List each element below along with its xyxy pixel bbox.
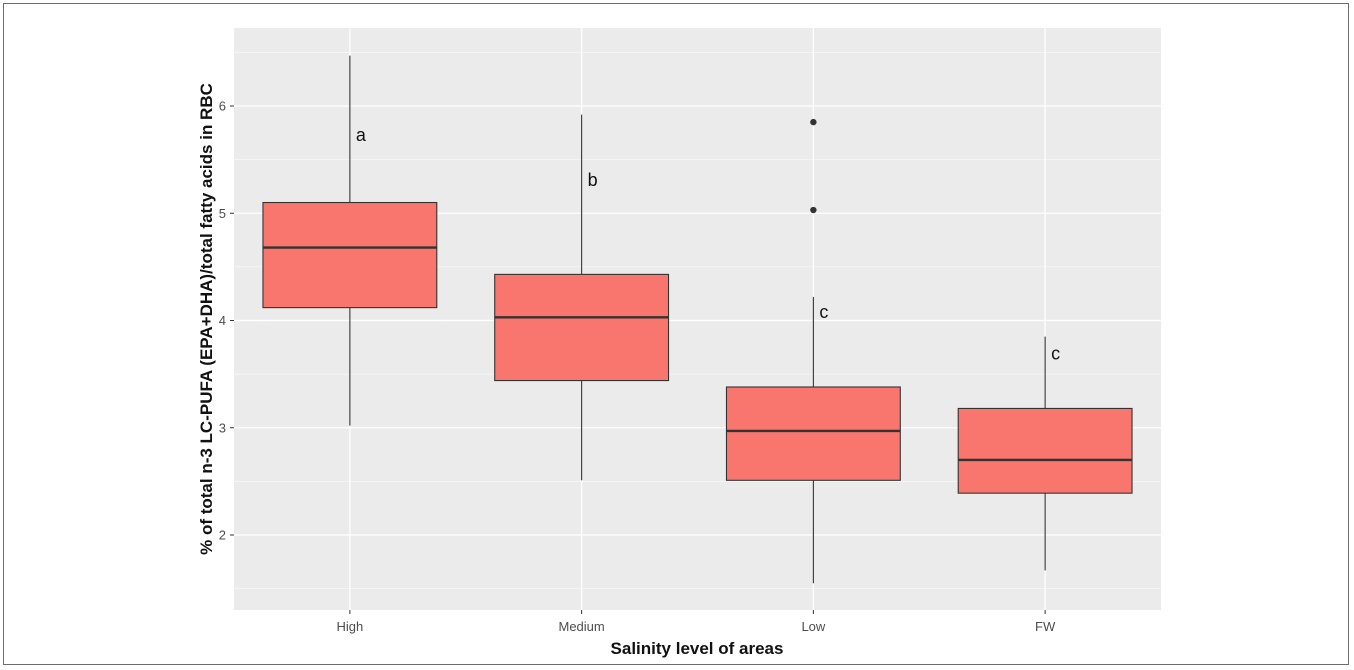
significance-letter: c — [1051, 344, 1060, 364]
box-medium: b — [494, 114, 670, 481]
x-tick-label: High — [337, 619, 364, 634]
y-tick-label: 4 — [219, 313, 226, 328]
iqr-box — [494, 273, 670, 382]
significance-letter: a — [356, 125, 367, 145]
iqr-box — [262, 201, 438, 309]
iqr-box — [957, 407, 1133, 494]
y-tick-labels: 2 3 4 5 6 — [219, 99, 234, 543]
y-tick-label: 2 — [219, 528, 226, 543]
box-fw: c — [957, 336, 1133, 571]
x-tick-labels: High Medium Low FW — [337, 610, 1056, 634]
x-tick-label: Low — [801, 619, 825, 634]
x-tick-label: FW — [1035, 619, 1056, 634]
y-tick-label: 5 — [219, 206, 226, 221]
boxes: a b c c — [262, 55, 1133, 584]
figure-frame — [3, 3, 1349, 665]
iqr-box — [725, 386, 901, 481]
x-axis-title: Salinity level of areas — [611, 639, 784, 658]
significance-letter: b — [588, 170, 598, 190]
box-low: c — [725, 118, 901, 584]
x-tick-label: Medium — [559, 619, 605, 634]
y-axis-title: % of total n-3 LC-PUFA (EPA+DHA)/total f… — [197, 83, 216, 555]
box-high: a — [262, 55, 438, 426]
y-tick-label: 6 — [219, 99, 226, 114]
outlier-point — [810, 118, 817, 126]
significance-letter: c — [819, 302, 828, 322]
plot-panel — [234, 28, 1161, 610]
outlier-point — [810, 206, 817, 214]
y-tick-label: 3 — [219, 420, 226, 435]
